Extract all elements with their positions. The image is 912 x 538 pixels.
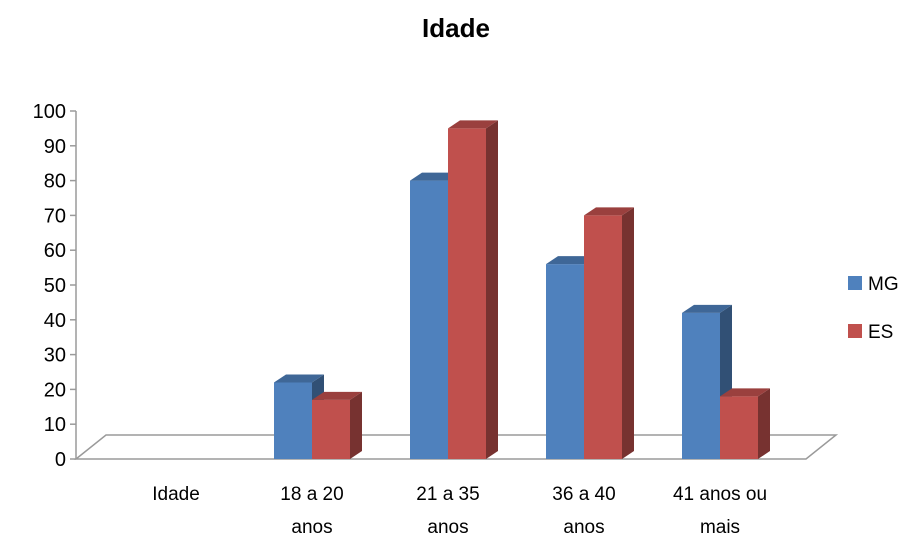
bar-side [486, 120, 498, 460]
y-tick-label: 0 [55, 449, 66, 471]
x-category-label: anos [427, 517, 468, 538]
bar-front [312, 399, 350, 459]
bar-front [546, 264, 584, 459]
bar-side [622, 207, 634, 459]
y-tick-label: 40 [44, 310, 66, 332]
bars-layer [274, 120, 770, 460]
bar-front [682, 312, 720, 459]
y-tick-label: 60 [44, 240, 66, 262]
x-category-label: Idade [152, 484, 200, 505]
bar-front [410, 180, 448, 459]
y-tick-label: 30 [44, 345, 66, 367]
axis-layer: 0 10 20 30 40 50 60 70 80 90 100 Idade 18 a 20 anos 21… [33, 101, 839, 538]
x-category-label: 21 a 35 [416, 484, 479, 505]
y-tick-label: 10 [44, 414, 66, 436]
bar-top [274, 374, 324, 383]
y-tick-label: 90 [44, 136, 66, 158]
bar-side [350, 391, 362, 459]
bar-front [720, 396, 758, 459]
bar-es [720, 388, 770, 459]
y-tick-label: 100 [33, 101, 66, 123]
bar-front [274, 382, 312, 459]
chart-title: Idade [422, 13, 490, 43]
legend-label-es: ES [868, 322, 893, 343]
bar-top [720, 388, 770, 397]
bar-front [448, 128, 486, 459]
bar-es [584, 207, 634, 459]
bar-top [312, 391, 362, 400]
bar-es [448, 120, 498, 460]
x-category-label: anos [291, 517, 332, 538]
x-category-label: 41 anos ou [673, 484, 767, 505]
legend-label-mg: MG [868, 274, 899, 295]
x-category-label: 18 a 20 [280, 484, 343, 505]
bar-top [682, 304, 732, 313]
legend-swatch-es [848, 324, 862, 338]
y-tick-label: 50 [44, 275, 66, 297]
bar-es [312, 391, 362, 459]
bar-top [410, 172, 460, 181]
x-category-label: 36 a 40 [552, 484, 615, 505]
bar-top [584, 207, 634, 216]
x-category-label: mais [700, 517, 740, 538]
legend-swatch-mg [848, 276, 862, 290]
bar-side [758, 388, 770, 459]
bar-top [448, 120, 498, 129]
y-tick-label: 20 [44, 379, 66, 401]
y-tick-label: 70 [44, 205, 66, 227]
y-tick-label: 80 [44, 171, 66, 193]
x-category-label: anos [563, 517, 604, 538]
bar-top [546, 256, 596, 265]
legend: MG ES [848, 274, 899, 343]
bar-front [584, 215, 622, 459]
